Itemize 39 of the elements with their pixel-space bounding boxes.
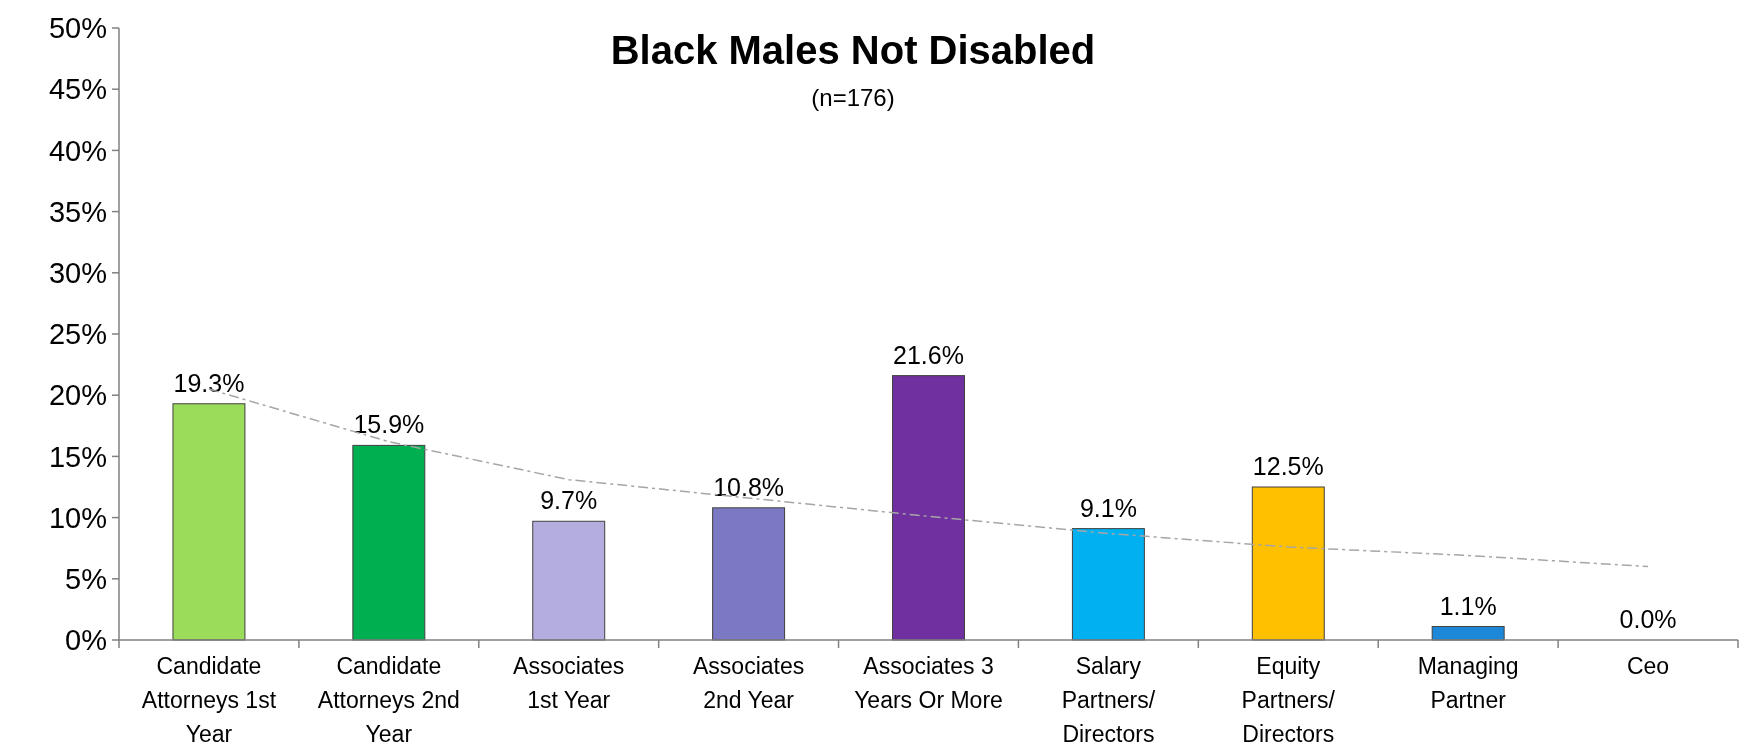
- text: (n=176): [811, 84, 895, 111]
- bar: [1251, 486, 1325, 641]
- data-label: 12.5%: [1252, 452, 1324, 480]
- y-tick-label: 10%: [48, 501, 107, 534]
- y-tick-label: 5%: [65, 562, 107, 595]
- y-tick-label: 40%: [48, 134, 107, 167]
- y-tick-label: 30%: [48, 256, 107, 289]
- x-tick-label: Associates 3 Years Or More: [854, 653, 1003, 713]
- y-tick-label: 45%: [48, 73, 107, 106]
- y-tick-label: 20%: [48, 379, 107, 412]
- x-tick-label: Ceo: [1626, 653, 1670, 679]
- x-tick-label: Equity Partners/ Directors: [1241, 653, 1336, 747]
- y-tick-label: 50%: [48, 12, 107, 45]
- y-tick-label: 15%: [48, 440, 107, 473]
- y-tick-label: 25%: [48, 318, 107, 351]
- x-tick-label: Candidate Attorneys 2nd Year: [317, 653, 460, 747]
- bar: [352, 444, 426, 641]
- y-tick-label: 35%: [48, 195, 107, 228]
- data-label: 15.9%: [353, 410, 425, 439]
- x-tick-label: Managing Partner: [1417, 653, 1519, 713]
- data-label: 19.3%: [173, 368, 245, 397]
- x-tick-label: Candidate Attorneys 1st Year: [141, 653, 277, 747]
- data-label: 10.8%: [713, 472, 785, 501]
- bar: [172, 403, 246, 641]
- bar: [712, 507, 786, 641]
- bar: [1431, 626, 1505, 641]
- x-tick-label: Associates 2nd Year: [693, 653, 805, 713]
- bar: [892, 375, 965, 641]
- x-tick-label: Salary Partners/ Directors: [1061, 653, 1156, 747]
- bar: [532, 520, 606, 641]
- x-tick-label: Associates 1st Year: [513, 653, 625, 713]
- data-label: 1.1%: [1439, 591, 1497, 620]
- data-label: 9.1%: [1079, 493, 1137, 522]
- bar: [1071, 528, 1145, 641]
- data-label: 0.0%: [1619, 605, 1677, 633]
- y-tick-label: 0%: [65, 624, 107, 657]
- chart-title: Black Males Not Disabled: [610, 28, 1096, 72]
- data-label: 21.6%: [893, 340, 964, 369]
- data-label: 9.7%: [540, 486, 598, 515]
